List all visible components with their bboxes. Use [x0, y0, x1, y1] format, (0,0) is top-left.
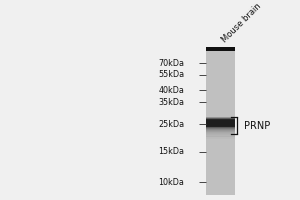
Bar: [206, 47, 235, 195]
Bar: [206, 131, 235, 132]
Text: 40kDa: 40kDa: [159, 86, 184, 95]
Bar: [206, 123, 235, 124]
Text: 55kDa: 55kDa: [158, 70, 184, 79]
Bar: [206, 127, 235, 128]
Text: 70kDa: 70kDa: [158, 59, 184, 68]
Text: PRNP: PRNP: [244, 121, 271, 131]
Bar: [206, 134, 235, 135]
Bar: [206, 136, 235, 137]
Bar: [206, 128, 235, 129]
Text: 25kDa: 25kDa: [158, 120, 184, 129]
Bar: [206, 132, 235, 133]
Bar: [206, 129, 235, 130]
Bar: [206, 130, 235, 131]
Bar: [206, 133, 235, 134]
Bar: [206, 119, 235, 120]
Bar: [206, 136, 235, 137]
Bar: [206, 138, 235, 139]
Bar: [206, 122, 235, 123]
Bar: [206, 137, 235, 138]
Text: 10kDa: 10kDa: [159, 178, 184, 187]
Bar: [206, 124, 235, 125]
Bar: [206, 47, 235, 51]
Bar: [206, 117, 235, 118]
Bar: [206, 120, 235, 121]
Bar: [206, 125, 235, 126]
Bar: [206, 121, 235, 122]
Text: Mouse brain: Mouse brain: [220, 1, 263, 44]
Text: 35kDa: 35kDa: [158, 98, 184, 107]
Bar: [206, 126, 235, 127]
Bar: [206, 118, 235, 119]
Bar: [206, 135, 235, 136]
Text: 15kDa: 15kDa: [158, 147, 184, 156]
